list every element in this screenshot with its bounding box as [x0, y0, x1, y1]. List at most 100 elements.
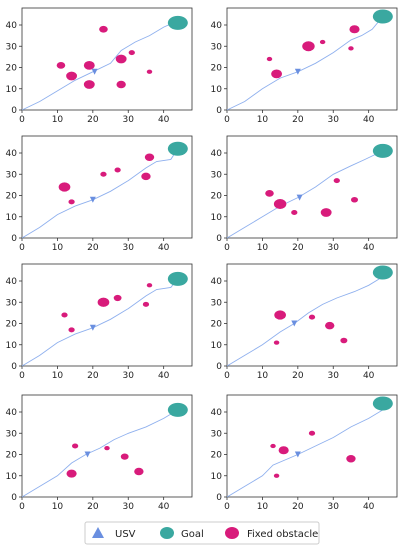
y-tick-label: 40: [211, 21, 223, 31]
x-tick-label: 40: [158, 371, 170, 381]
fixed-obstacle: [114, 167, 121, 173]
legend-entry-fixed-obstacle: Fixed obstacle: [225, 527, 318, 540]
x-tick-label: 40: [363, 115, 375, 125]
goal-marker: [372, 9, 393, 24]
y-tick-label: 10: [6, 85, 18, 95]
x-tick-label: 40: [363, 243, 375, 253]
x-tick-label: 10: [257, 371, 269, 381]
y-tick-label: 0: [11, 106, 17, 116]
fixed-obstacle: [273, 340, 280, 345]
x-tick-label: 0: [224, 371, 230, 381]
fixed-obstacle: [134, 467, 144, 476]
fixed-obstacle: [66, 469, 77, 478]
y-tick-label: 20: [6, 192, 18, 202]
fixed-obstacle: [83, 61, 95, 70]
y-tick-label: 10: [211, 341, 223, 351]
x-tick-label: 10: [52, 371, 64, 381]
fixed-obstacle: [325, 321, 335, 330]
fixed-obstacle: [83, 80, 95, 89]
subplot-5: 0 10 20 30 40 0 10 20 30 40: [6, 263, 193, 381]
y-tick-label: 30: [6, 170, 18, 180]
y-tick-label: 0: [11, 493, 17, 503]
x-tick-label: 30: [328, 243, 340, 253]
x-tick-label: 10: [257, 243, 269, 253]
subplot-2: 0 10 20 30 40 0 10 20 30 40: [211, 7, 398, 125]
y-tick-label: 40: [6, 277, 18, 287]
y-tick-label: 40: [211, 277, 223, 287]
fixed-obstacle: [115, 54, 127, 64]
fixed-obstacle: [113, 294, 122, 302]
fixed-obstacle: [271, 69, 283, 79]
fixed-obstacle: [273, 473, 280, 478]
x-tick-label: 10: [52, 115, 64, 125]
fixed-obstacle: [97, 297, 110, 307]
y-tick-label: 30: [211, 42, 223, 52]
fixed-obstacle: [333, 178, 340, 184]
x-tick-label: 0: [19, 115, 25, 125]
usv-trajectory: [21, 409, 179, 498]
legend: USV Goal Fixed obstacle: [84, 521, 320, 545]
fixed-obstacle: [266, 56, 273, 62]
y-tick-label: 30: [6, 429, 18, 439]
y-tick-label: 20: [211, 451, 223, 461]
plot-area: [21, 7, 193, 111]
y-tick-label: 20: [211, 320, 223, 330]
x-tick-label: 10: [257, 502, 269, 512]
usv-trajectory: [226, 150, 383, 239]
usv-marker: [91, 68, 98, 75]
usv-trajectory: [21, 20, 178, 111]
fixed-obstacle: [58, 182, 71, 192]
x-tick-label: 0: [19, 371, 25, 381]
goal-marker: [372, 265, 393, 280]
fixed-obstacle: [274, 310, 286, 320]
x-tick-label: 0: [19, 243, 25, 253]
x-tick-label: 20: [87, 371, 99, 381]
usv-trajectory: [226, 409, 384, 498]
fixed-obstacle: [66, 71, 78, 81]
y-tick-label: 0: [216, 106, 222, 116]
y-tick-label: 20: [6, 320, 18, 330]
legend-entry-goal: Goal: [160, 527, 204, 540]
usv-trajectory: [21, 278, 179, 367]
fixed-obstacle: [141, 172, 151, 181]
fixed-obstacle: [340, 337, 348, 344]
fixed-obstacle: [56, 61, 66, 69]
fixed-obstacle: [273, 199, 287, 209]
legend-goal-label: Goal: [181, 529, 204, 540]
x-tick-label: 30: [123, 115, 135, 125]
x-tick-label: 40: [158, 243, 170, 253]
y-tick-label: 10: [211, 472, 223, 482]
fixed-obstacle: [68, 327, 75, 333]
fixed-obstacle: [320, 208, 332, 217]
x-tick-label: 30: [328, 502, 340, 512]
y-tick-label: 40: [211, 408, 223, 418]
subplot-8: 0 10 20 30 40 0 10 20 30 40: [211, 394, 398, 512]
fixed-obstacle: [142, 301, 150, 307]
x-tick-label: 10: [257, 115, 269, 125]
subplot-7: 0 10 20 30 40 0 10 20 30 40: [6, 394, 193, 512]
y-tick-label: 30: [211, 429, 223, 439]
fixed-obstacle: [61, 312, 68, 318]
y-tick-label: 20: [211, 192, 223, 202]
y-tick-label: 10: [6, 213, 18, 223]
y-tick-label: 0: [216, 493, 222, 503]
usv-marker: [89, 196, 96, 203]
legend-usv-label: USV: [115, 529, 136, 540]
x-tick-label: 30: [123, 371, 135, 381]
x-tick-label: 30: [123, 243, 135, 253]
fixed-obstacle: [348, 46, 354, 51]
x-tick-label: 30: [328, 115, 340, 125]
y-tick-label: 30: [211, 170, 223, 180]
plot-area: [21, 135, 193, 239]
goal-marker: [167, 271, 188, 286]
fixed-obstacle: [349, 25, 360, 34]
subplot-grid: 0 10 20 30 40 0 10 20 30 40 0 10 20 30 40 0 10 20 30 40 0 10 2…: [6, 7, 398, 512]
fixed-obstacle: [72, 443, 79, 449]
legend-obstacle-label: Fixed obstacle: [247, 529, 318, 540]
y-tick-label: 0: [216, 234, 222, 244]
y-tick-label: 10: [211, 85, 223, 95]
usv-trajectory: [21, 148, 179, 239]
fixed-obstacle: [346, 455, 356, 463]
x-tick-label: 10: [52, 243, 64, 253]
